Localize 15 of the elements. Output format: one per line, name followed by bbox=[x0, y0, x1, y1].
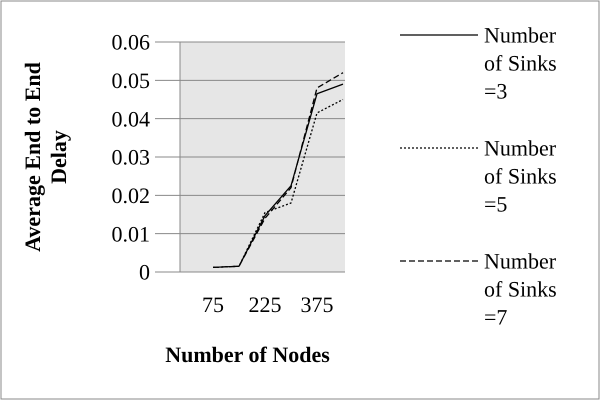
y-axis-title: Average End to End Delay bbox=[20, 62, 71, 252]
legend-label: Number of Sinks =5 bbox=[484, 136, 557, 217]
y-tick-label: 0.03 bbox=[112, 144, 150, 170]
x-axis-title: Number of Nodes bbox=[165, 342, 330, 367]
x-tick-label: 75 bbox=[202, 292, 224, 317]
y-tick-label: 0.02 bbox=[112, 183, 150, 208]
x-tick-label: 225 bbox=[248, 292, 282, 317]
y-tick-label: 0.05 bbox=[112, 68, 150, 94]
y-tick-label: 0 bbox=[139, 260, 150, 285]
legend-label: Number of Sinks =3 bbox=[484, 22, 557, 104]
y-tick-label: 0.01 bbox=[112, 221, 150, 246]
y-tick-label: 0.06 bbox=[112, 30, 150, 55]
legend-label: Number of Sinks =7 bbox=[484, 248, 557, 330]
x-tick-label: 375 bbox=[300, 292, 334, 317]
y-tick-label: 0.04 bbox=[112, 106, 150, 132]
